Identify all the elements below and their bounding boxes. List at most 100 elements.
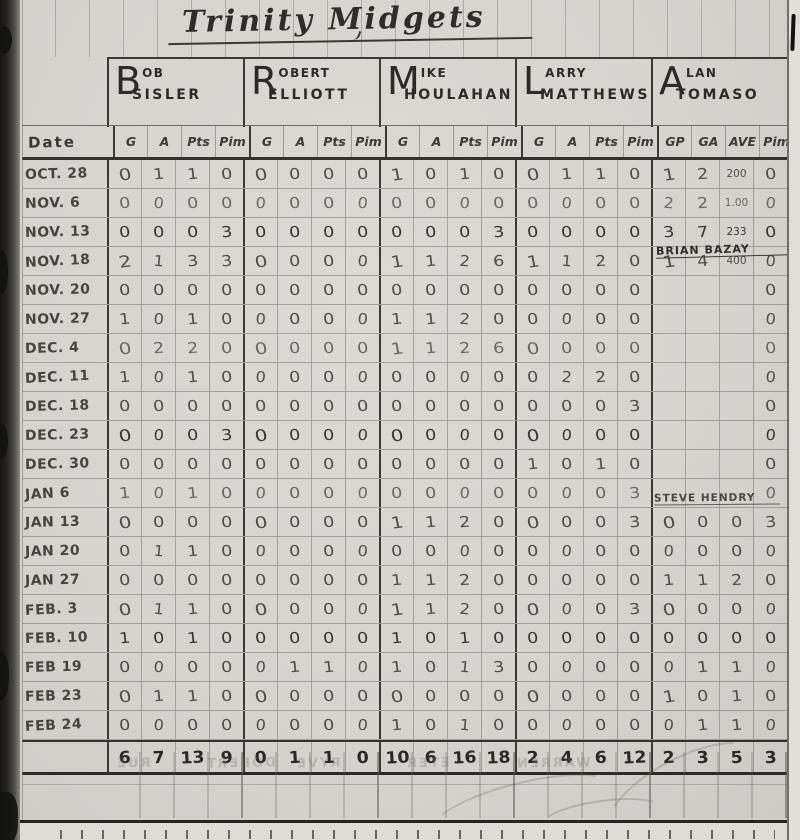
stat-value: 0 [287,628,302,648]
table-row: Dec. 18 0 0 0 0 0 0 0 0 0 0 0 0 0 0 0 3 0 [22,392,787,421]
stat-value: 0 [152,483,165,503]
stat-cell: 0 [379,218,413,246]
stat-cell: 0 [651,624,685,652]
stat-value: 2 [560,367,573,387]
stat-cell: 0 [277,247,311,275]
stat-cell: 1 [719,711,753,739]
stat-value: 0 [526,222,540,242]
book-binding [0,0,20,840]
stat-value: 0 [356,715,369,735]
stat-cell: 0 [481,566,515,594]
stat-value: 0 [287,599,302,619]
stat-value: 0 [560,657,573,677]
stat-cell: 0 [617,363,651,391]
stat-value: 0 [321,164,336,184]
stat-value: 0 [118,541,132,561]
stat-value: 0 [321,715,336,735]
player-name: LARRY [523,61,651,101]
column-header: GP [657,126,691,157]
stat-cell: 0 [413,392,447,420]
stat-cell [719,421,753,449]
stat-value: 0 [764,309,777,329]
stat-value: 0 [287,715,302,735]
stat-value: 0 [660,511,678,533]
stat-cell [719,392,753,420]
stat-cell: 12 [617,742,651,772]
date-label: Dec. 4 [24,339,80,358]
date-column-header: Date [27,132,77,152]
stat-cell: 0 [515,218,549,246]
stat-cell: 3 [175,247,209,275]
stat-value: 1 [185,541,200,561]
player-initial: A [659,59,685,103]
stat-cell: 2 [447,508,481,536]
stat-cell: 0 [481,421,515,449]
stat-cell: 0 [617,218,651,246]
stat-cell: 0 [277,334,311,362]
stat-cell: 1 [141,247,175,275]
stat-cell: 1 [175,595,209,623]
stat-value: 0 [255,657,267,677]
stat-cell: 0 [583,334,617,362]
stat-value: 0 [219,454,234,474]
stat-cell: 1 [719,653,753,681]
bottom-page-edge [0,820,800,840]
column-header: G [385,126,419,157]
stat-value: 0 [219,309,234,329]
stat-value: 0 [254,222,268,242]
stat-cell: 0 [515,711,549,739]
stat-value: 0 [763,454,778,474]
stat-value: 3 [627,512,642,532]
stat-cell: 0 [141,189,175,217]
stat-cell: 0 [141,421,175,449]
stat-value: 1 [185,628,200,648]
stat-cell: 0 [311,566,345,594]
stat-value: 0 [729,599,744,619]
player-name-cell: ROBERT ELLIOTT [243,59,379,127]
stat-value: 0 [356,541,369,561]
date-label: Feb. 10 [24,629,89,648]
stat-cell: 0 [447,276,481,304]
stat-value: 1 [660,685,678,707]
stat-cell: 0 [107,450,141,478]
stat-cell: 0 [107,537,141,565]
stat-value: 0 [526,715,540,735]
stat-value: 0 [423,193,438,213]
column-header: Pim [487,126,521,157]
stat-cell: 0 [345,711,379,739]
stat-cell: 0 [549,537,583,565]
table-row: Feb 24 0 0 0 0 0 0 0 0 1 0 1 0 0 0 0 0 0 1 1 0 [22,711,787,740]
stat-cell: 3 [209,218,243,246]
date-label: Jan 27 [24,571,81,590]
stat-cell: 0 [277,421,311,449]
stat-cell: 0 [277,479,311,507]
stat-cell: 0 [753,247,787,275]
stat-cell: 0 [141,711,175,739]
stat-value: 1 [458,715,471,735]
stat-value: 0 [491,193,506,213]
stat-value: 0 [763,396,778,416]
stat-value: 0 [390,367,404,387]
stat-value: 0 [763,338,778,358]
stat-cell: 10 [379,742,413,772]
stat-cell: 0 [141,508,175,536]
stat-cell: 0 [617,334,651,362]
stat-cell: 200 [719,160,753,188]
stat-value: 0 [764,657,777,677]
stat-cell: 0 [243,421,277,449]
stat-value: 3 [185,251,200,271]
stat-cell: 0 [345,742,379,772]
stat-value: 0 [321,193,336,213]
ghost-ruling-lines [107,752,787,818]
stat-value: 0 [423,367,438,387]
player-initial: B [115,59,142,103]
stat-value: 0 [151,570,166,590]
stat-cell [651,421,685,449]
stat-value: 0 [118,222,132,242]
stat-cell: 0 [209,566,243,594]
date-label: Feb 19 [24,658,83,677]
stat-value: 0 [355,222,370,242]
stat-value: 0 [593,193,608,213]
stat-value: 0 [593,715,608,735]
stat-value: 0 [355,280,370,300]
